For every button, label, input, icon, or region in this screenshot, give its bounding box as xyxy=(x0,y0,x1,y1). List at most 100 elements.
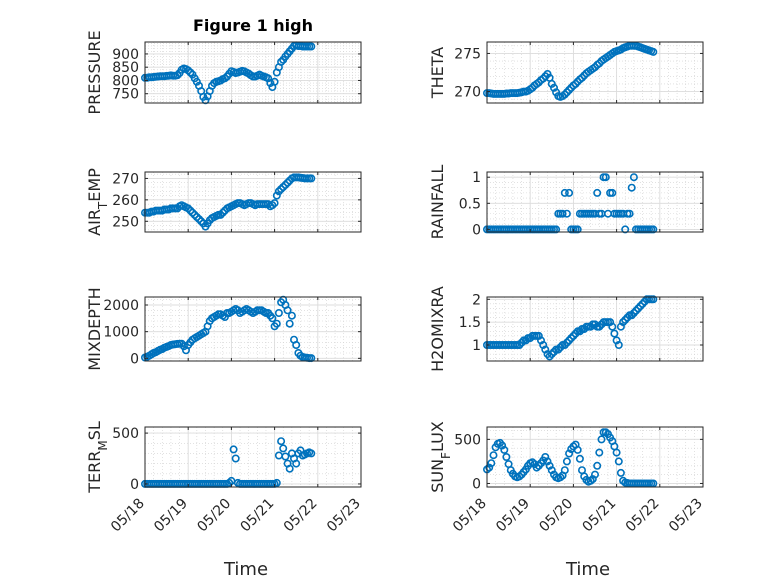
data-point xyxy=(636,302,645,311)
data-point xyxy=(186,206,195,215)
data-point xyxy=(307,42,316,51)
data-point xyxy=(195,215,204,224)
data-point xyxy=(270,199,279,208)
x-tick-label: 05/19 xyxy=(493,496,533,536)
data-point xyxy=(614,457,623,466)
axes-frame xyxy=(486,171,704,233)
tick-marks xyxy=(144,297,362,361)
data-point xyxy=(218,208,227,217)
y-axis-label: H2OMIXRA xyxy=(428,286,447,372)
data-point xyxy=(649,47,658,56)
chart-title: Figure 1 high xyxy=(193,16,313,35)
data-point xyxy=(274,187,283,196)
data-point xyxy=(593,461,602,470)
data-series xyxy=(482,295,658,361)
data-point xyxy=(485,463,494,472)
tick-marks xyxy=(144,427,362,487)
data-point xyxy=(281,452,290,461)
tick-marks xyxy=(486,172,704,232)
data-point xyxy=(285,464,294,473)
data-point xyxy=(220,312,229,321)
data-point xyxy=(307,174,316,183)
x-tick-label: 05/21 xyxy=(580,496,620,536)
x-tick-label: 05/22 xyxy=(281,496,321,536)
data-series xyxy=(141,295,316,363)
y-tick-label: 0.5 xyxy=(459,196,481,212)
data-point xyxy=(190,210,199,219)
data-point xyxy=(500,445,509,454)
data-point xyxy=(277,185,286,194)
y-tick-label: 2 xyxy=(472,292,481,308)
subplot-4: 0 0.5 1 RAINFALL xyxy=(428,165,704,239)
data-point xyxy=(565,449,574,458)
data-point xyxy=(192,77,201,86)
data-point xyxy=(201,96,210,105)
data-point xyxy=(283,306,292,315)
data-point xyxy=(502,452,511,461)
data-point xyxy=(272,319,281,328)
y-tick-label: 270 xyxy=(112,171,139,187)
data-point xyxy=(590,470,599,479)
data-point xyxy=(610,329,619,338)
tick-marks xyxy=(144,42,362,103)
y-tick-label: 750 xyxy=(112,87,139,103)
data-point xyxy=(593,188,602,197)
data-point xyxy=(547,79,556,88)
data-point xyxy=(560,466,569,475)
data-point xyxy=(558,209,567,218)
data-point xyxy=(562,457,571,466)
data-point xyxy=(552,225,561,234)
tick-marks xyxy=(486,427,704,487)
data-point xyxy=(188,208,197,217)
data-point xyxy=(627,183,636,192)
data-point xyxy=(173,71,182,80)
data-point xyxy=(216,210,225,219)
x-axis-label: Time xyxy=(565,559,610,580)
data-point xyxy=(270,77,279,86)
y-tick-label: 850 xyxy=(112,60,139,76)
y-axis-label: SUNFLUX xyxy=(428,421,453,493)
axes-background xyxy=(145,297,361,361)
data-point xyxy=(597,435,606,444)
x-tick-label: 05/23 xyxy=(324,496,364,536)
data-point xyxy=(616,468,625,477)
major-grid xyxy=(486,427,704,487)
axes-frame xyxy=(486,41,704,104)
x-tick-label: 05/20 xyxy=(194,496,234,536)
y-tick-label: 2000 xyxy=(103,298,139,314)
x-tick-label: 05/20 xyxy=(536,496,576,536)
y-tick-label: 1 xyxy=(472,170,481,186)
y-tick-label: 500 xyxy=(454,432,481,448)
data-point xyxy=(601,173,610,182)
data-point xyxy=(272,478,281,487)
y-tick-label: 0 xyxy=(130,351,139,367)
data-point xyxy=(307,449,316,458)
subplot-2: 270 275 THETA xyxy=(428,41,704,104)
axes-frame xyxy=(486,426,704,488)
data-point xyxy=(192,213,201,222)
y-axis-label: TERRMSL xyxy=(85,421,110,494)
subplot-6: 1 1.5 2 H2OMIXRA xyxy=(428,286,704,372)
y-tick-label: 270 xyxy=(454,85,481,101)
data-series xyxy=(482,41,658,101)
y-tick-label: 500 xyxy=(112,426,139,442)
axes-frame xyxy=(486,296,704,362)
data-point xyxy=(292,459,301,468)
data-point xyxy=(547,350,556,359)
y-tick-label: 800 xyxy=(112,73,139,89)
data-point xyxy=(549,83,558,92)
data-point xyxy=(649,295,658,304)
data-point xyxy=(608,322,617,331)
x-tick-label: 05/19 xyxy=(151,496,191,536)
data-point xyxy=(268,314,277,323)
data-point xyxy=(279,183,288,192)
x-tick-label: 05/21 xyxy=(238,496,278,536)
data-point xyxy=(565,188,574,197)
y-tick-label: 900 xyxy=(112,47,139,63)
data-point xyxy=(614,340,623,349)
data-point xyxy=(595,448,604,457)
x-axis-label: Time xyxy=(223,559,268,580)
